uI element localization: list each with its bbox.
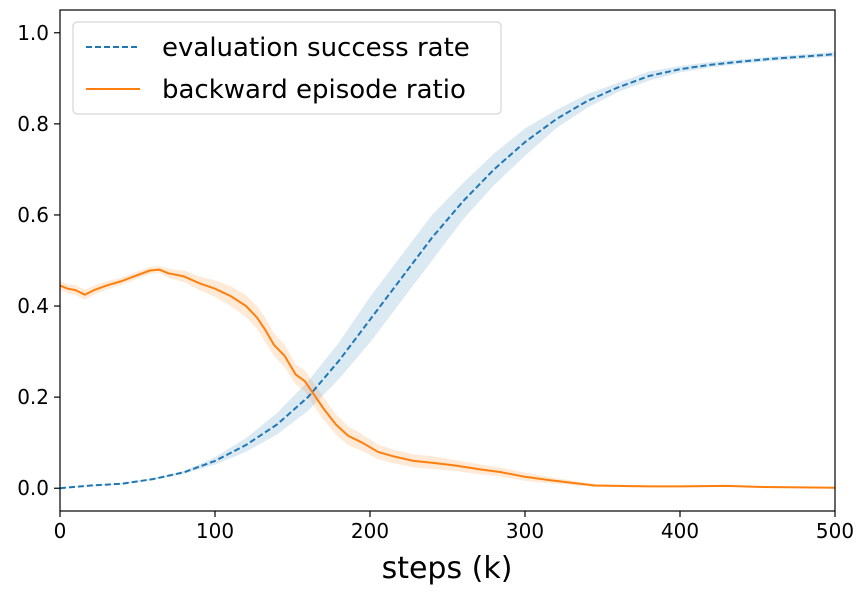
y-tick-label: 0.6 xyxy=(17,203,49,227)
x-tick-label: 300 xyxy=(506,519,544,543)
x-tick-label: 100 xyxy=(196,519,234,543)
line-evaluation-success-rate xyxy=(59,53,836,490)
legend-box xyxy=(72,21,502,115)
y-tick-label: 1.0 xyxy=(17,21,49,45)
band-backward-episode-ratio xyxy=(60,266,835,489)
legend-label-evaluation-success-rate: evaluation success rate xyxy=(162,33,470,63)
y-tick-label: 0.4 xyxy=(17,294,49,318)
y-tick-label: 0.0 xyxy=(17,476,49,500)
x-tick-label: 400 xyxy=(661,519,699,543)
line-backward-episode-ratio xyxy=(59,268,836,489)
y-tick-label: 0.8 xyxy=(17,112,49,136)
legend-label-backward-episode-ratio: backward episode ratio xyxy=(162,75,466,105)
y-tick-label: 0.2 xyxy=(17,385,49,409)
x-tick-label: 0 xyxy=(54,519,67,543)
series-lines xyxy=(59,53,836,490)
legend: evaluation success rate backward episode… xyxy=(72,21,502,115)
x-tick-label: 500 xyxy=(816,519,854,543)
y-axis-ticks: 0.0 0.2 0.4 0.6 0.8 1.0 xyxy=(17,21,60,500)
x-axis-title: steps (k) xyxy=(382,551,513,586)
plot-frame xyxy=(59,9,836,512)
x-tick-label: 200 xyxy=(351,519,389,543)
x-axis-ticks: 0 100 200 300 400 500 xyxy=(54,511,854,543)
confidence-bands xyxy=(60,51,835,489)
